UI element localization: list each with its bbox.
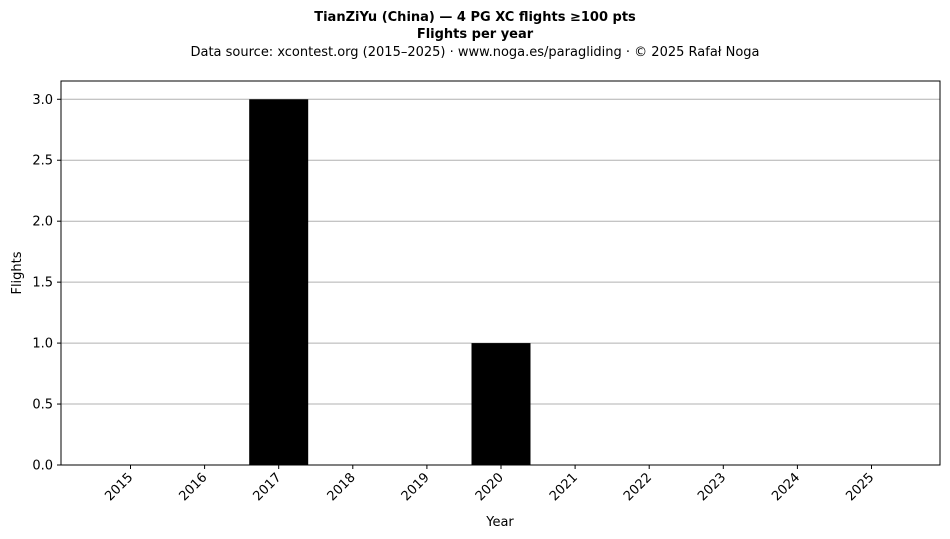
y-tick-label: 0.0 <box>32 459 53 474</box>
y-tick-label: 1.5 <box>32 276 53 291</box>
x-tick-label: 2024 <box>769 470 803 504</box>
y-tick-label: 2.5 <box>32 154 53 169</box>
x-tick-label: 2016 <box>176 470 210 504</box>
x-tick-label: 2021 <box>547 470 581 504</box>
x-tick-label: 2023 <box>695 470 729 504</box>
y-tick-label: 1.0 <box>32 337 53 352</box>
bar-2020 <box>471 343 531 465</box>
x-axis-label: Year <box>485 515 514 530</box>
x-tick-label: 2018 <box>325 470 359 504</box>
chart-title: TianZiYu (China) — 4 PG XC flights ≥100 … <box>314 10 636 25</box>
y-axis-label: Flights <box>10 251 25 294</box>
chart-title-line2: Flights per year <box>417 27 534 42</box>
x-tick-label: 2025 <box>843 470 877 504</box>
x-tick-label: 2017 <box>251 470 285 504</box>
bar-2017 <box>249 99 309 466</box>
y-tick-label: 0.5 <box>32 398 53 413</box>
y-tick-label: 2.0 <box>32 215 53 230</box>
x-tick-label: 2020 <box>473 470 507 504</box>
bars <box>249 99 531 466</box>
y-tick-label: 3.0 <box>32 93 53 108</box>
y-gridlines <box>61 98 940 405</box>
x-tick-label: 2022 <box>621 470 655 504</box>
x-tick-label: 2019 <box>399 470 433 504</box>
x-tick-label: 2015 <box>102 470 136 504</box>
x-axis-ticks: 2015 2016 2017 2018 2019 2020 2021 2022 2023 2024… <box>102 465 877 504</box>
y-axis-ticks: 0.0 0.5 1.0 1.5 2.0 2.5 3.0 <box>32 93 61 474</box>
chart-subtitle: Data source: xcontest.org (2015–2025) · … <box>190 45 759 60</box>
